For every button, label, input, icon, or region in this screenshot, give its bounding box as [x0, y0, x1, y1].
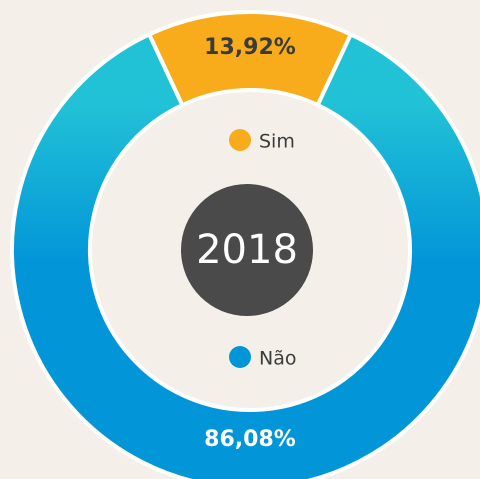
data-label: 86,08%	[204, 427, 296, 452]
legend-label: Sim	[259, 131, 295, 153]
data-label: 13,92%	[204, 35, 296, 60]
legend-label: Não	[259, 348, 296, 370]
center-label: 2018	[196, 227, 298, 273]
legend-swatch	[229, 129, 251, 151]
legend-swatch	[229, 346, 251, 368]
center-disc	[181, 184, 313, 316]
slice	[10, 31, 480, 479]
slices	[10, 10, 480, 479]
